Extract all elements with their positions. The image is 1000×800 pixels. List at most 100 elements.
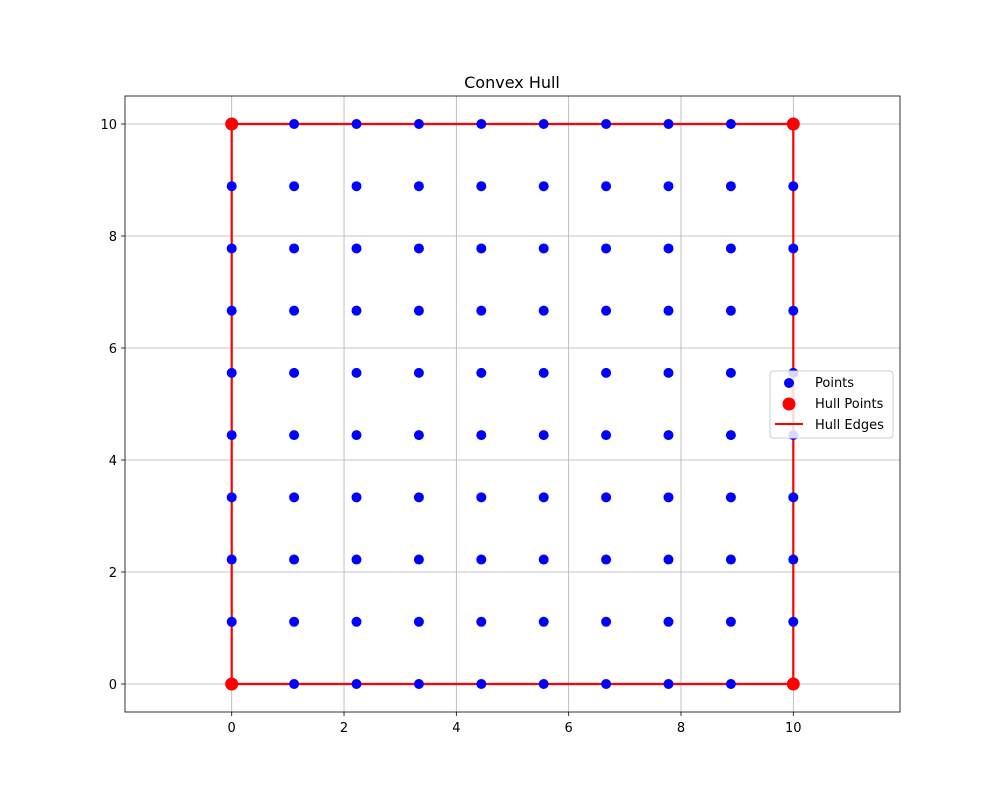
scatter-point [476, 181, 487, 192]
scatter-point [538, 243, 549, 254]
scatter-point [725, 679, 736, 689]
scatter-point [351, 305, 362, 316]
scatter-point [413, 616, 424, 627]
scatter-point [413, 367, 424, 378]
scatter-point [476, 367, 487, 378]
scatter-point [351, 616, 362, 627]
scatter-point [601, 367, 612, 378]
scatter-point [413, 430, 424, 441]
y-tick-label: 8 [109, 230, 117, 245]
scatter-point [788, 305, 799, 316]
scatter-point [289, 367, 300, 378]
scatter-point [289, 243, 300, 254]
scatter-point [351, 430, 362, 441]
hull-point [786, 677, 800, 691]
scatter-point [289, 305, 300, 316]
scatter-point [663, 367, 674, 378]
scatter-point [413, 119, 424, 129]
scatter-point [601, 119, 612, 129]
scatter-point [725, 119, 736, 129]
scatter-point [413, 554, 424, 565]
scatter-point [351, 243, 362, 254]
scatter-point [226, 492, 237, 503]
scatter-point [663, 181, 674, 192]
hull-point [225, 677, 239, 691]
scatter-point [226, 430, 237, 441]
scatter-point [476, 679, 487, 689]
scatter-point [476, 616, 487, 627]
x-tick-label: 10 [785, 721, 802, 736]
scatter-point [725, 616, 736, 627]
scatter-point [289, 492, 300, 503]
scatter-point [601, 616, 612, 627]
scatter-point [226, 305, 237, 316]
scatter-point [663, 554, 674, 565]
scatter-point [351, 119, 362, 129]
scatter-point [413, 492, 424, 503]
scatter-point [601, 305, 612, 316]
scatter-point [663, 679, 674, 689]
y-tick-label: 10 [100, 118, 117, 133]
scatter-point [538, 119, 549, 129]
scatter-point [601, 181, 612, 192]
hull-point [225, 117, 239, 131]
scatter-point [351, 679, 362, 689]
scatter-point [351, 492, 362, 503]
scatter-point [663, 616, 674, 627]
scatter-point [538, 492, 549, 503]
scatter-point [289, 119, 300, 129]
scatter-point [351, 554, 362, 565]
legend-label-hull-edges: Hull Edges [815, 418, 884, 433]
scatter-point [413, 679, 424, 689]
scatter-point [538, 554, 549, 565]
scatter-point [663, 430, 674, 441]
scatter-point [289, 616, 300, 627]
scatter-point [538, 181, 549, 192]
chart-title: Convex Hull [464, 73, 560, 92]
legend: Points Hull Points Hull Edges [769, 370, 894, 439]
scatter-point [725, 181, 736, 192]
scatter-point [788, 616, 799, 627]
x-tick-label: 4 [452, 721, 460, 736]
x-tick-label: 6 [565, 721, 573, 736]
scatter-point [725, 367, 736, 378]
scatter-point [476, 243, 487, 254]
scatter-point [788, 492, 799, 503]
scatter-point [538, 305, 549, 316]
scatter-point [226, 367, 237, 378]
scatter-point [226, 243, 237, 254]
x-tick-label: 8 [677, 721, 685, 736]
scatter-point [538, 679, 549, 689]
scatter-point [788, 554, 799, 565]
scatter-point [413, 243, 424, 254]
hull-point [786, 117, 800, 131]
scatter-point [226, 181, 237, 192]
scatter-point [725, 430, 736, 441]
legend-label-points: Points [815, 376, 854, 391]
y-tick-label: 6 [109, 342, 117, 357]
scatter-point [663, 243, 674, 254]
axes-frame [124, 95, 901, 713]
points-layer [226, 119, 799, 689]
scatter-point [289, 430, 300, 441]
legend-label-hull-points: Hull Points [815, 397, 884, 412]
y-tick-label: 4 [109, 454, 117, 469]
scatter-point [226, 554, 237, 565]
scatter-point [538, 616, 549, 627]
scatter-point [351, 181, 362, 192]
hull-points-layer [225, 117, 800, 691]
x-tick-label: 2 [340, 721, 348, 736]
scatter-point [476, 554, 487, 565]
scatter-point [413, 305, 424, 316]
scatter-point [289, 554, 300, 565]
scatter-point [413, 181, 424, 192]
scatter-point [788, 181, 799, 192]
scatter-point [601, 554, 612, 565]
scatter-point [601, 243, 612, 254]
x-tick-label: 0 [228, 721, 236, 736]
y-tick-label: 0 [109, 678, 117, 693]
scatter-point [601, 679, 612, 689]
hull-edges-layer [230, 122, 795, 686]
scatter-point [476, 492, 487, 503]
y-tick-label: 2 [109, 566, 117, 581]
